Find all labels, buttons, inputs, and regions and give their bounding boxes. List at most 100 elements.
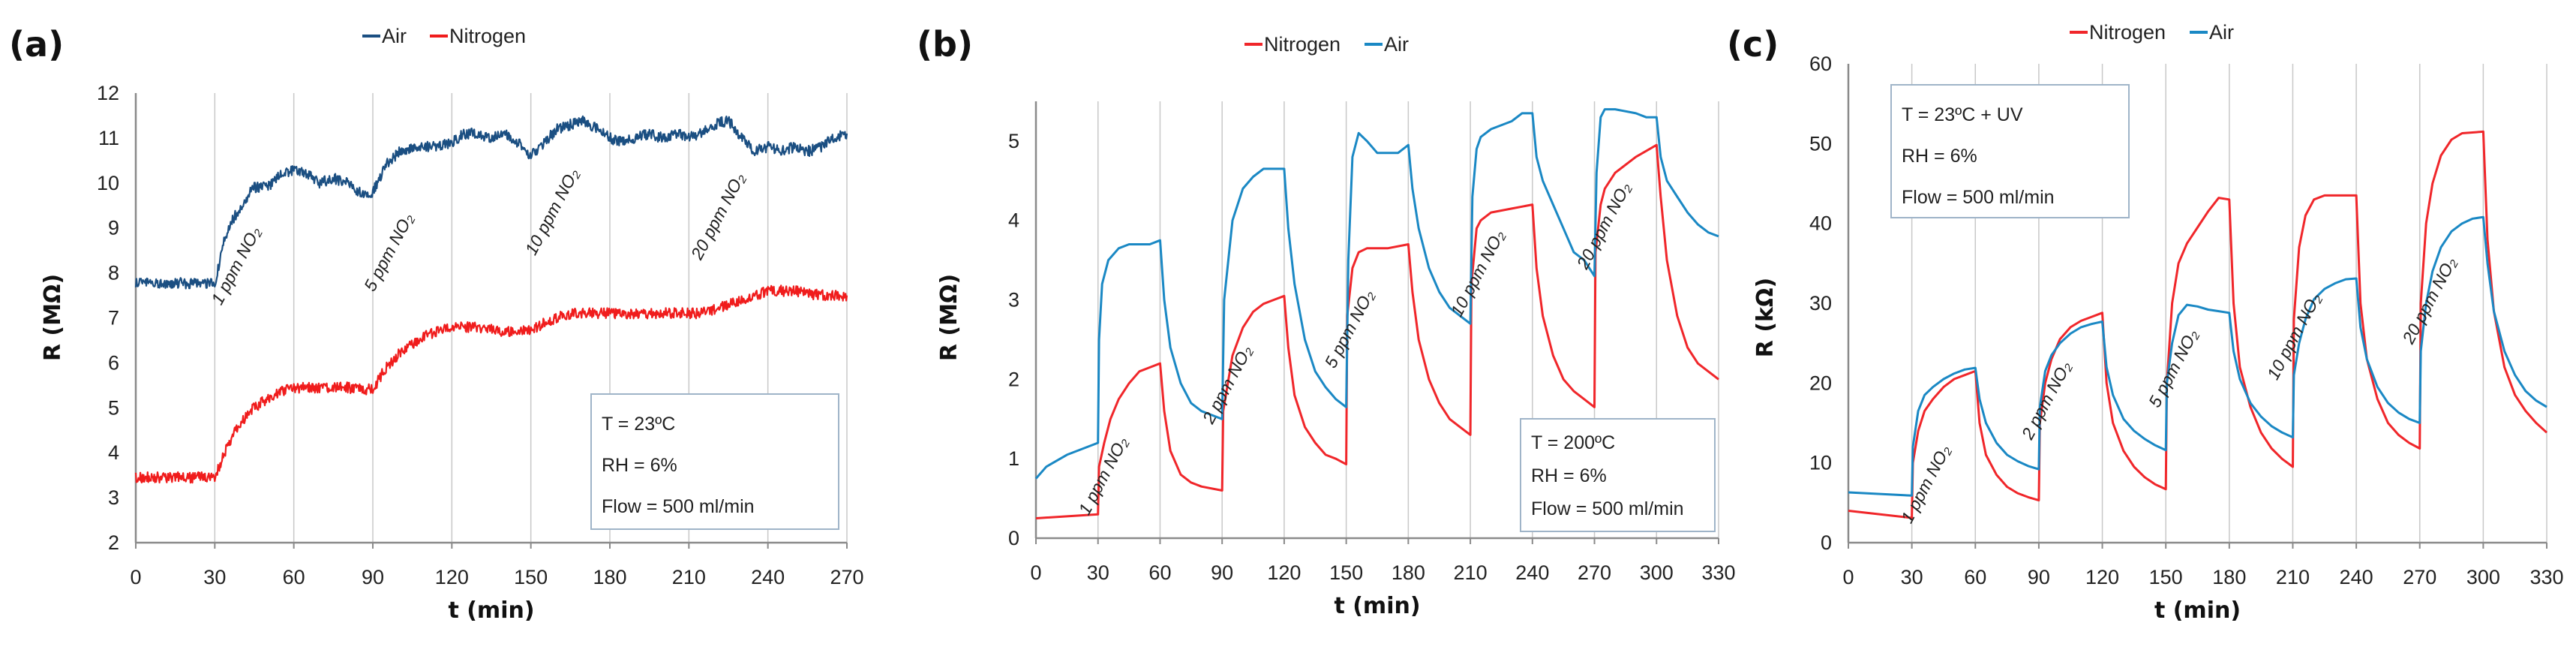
series-line-nitrogen xyxy=(1035,143,1719,519)
annotation-label: 1 ppm NO₂ xyxy=(207,223,264,308)
y-tick-label: 9 xyxy=(108,217,119,239)
annotation-label: 5 ppm NO₂ xyxy=(360,209,417,294)
panel-label: (a) xyxy=(9,24,64,65)
x-tick-label: 120 xyxy=(2085,566,2119,588)
info-box-line: T = 23ºC xyxy=(602,414,675,435)
annotation-label: 2 ppm NO₂ xyxy=(1198,342,1256,428)
legend-label-air: Air xyxy=(382,25,407,47)
series-line-nitrogen xyxy=(1848,130,2548,519)
y-tick-label: 5 xyxy=(108,396,119,419)
y-tick-label: 10 xyxy=(1809,452,1832,474)
info-box-line: RH = 6% xyxy=(1902,146,1977,167)
y-tick-label: 3 xyxy=(1008,289,1019,311)
x-tick-label: 210 xyxy=(2276,566,2310,588)
info-box-line: Flow = 500 ml/min xyxy=(602,496,755,517)
x-axis-title: t (min) xyxy=(1334,593,1420,619)
x-tick-label: 90 xyxy=(362,566,384,588)
x-tick-label: 270 xyxy=(830,566,863,588)
x-tick-label: 270 xyxy=(1578,561,1611,584)
x-tick-label: 90 xyxy=(2028,566,2050,588)
y-tick-label: 10 xyxy=(97,172,119,194)
y-tick-label: 1 xyxy=(1008,447,1019,470)
info-box-line: T = 200ºC xyxy=(1531,432,1615,453)
x-tick-label: 300 xyxy=(1640,561,1674,584)
x-tick-label: 180 xyxy=(2212,566,2246,588)
annotation-label: 20 ppm NO₂ xyxy=(686,170,749,263)
series-line-nitrogen xyxy=(134,284,848,484)
y-tick-label: 4 xyxy=(1008,209,1019,232)
x-tick-label: 120 xyxy=(1267,561,1301,584)
annotation-label: 10 ppm NO₂ xyxy=(1446,227,1508,320)
panel-a: 0 30 60 90 120 150 180 210 240 270 2 3 4 5 6 7 8 9 10 11 12 t… xyxy=(9,24,864,624)
y-tick-label: 0 xyxy=(1821,531,1832,554)
legend-label-air: Air xyxy=(1384,33,1409,56)
x-tick-label: 240 xyxy=(2340,566,2373,588)
annotation-label: 1 ppm NO₂ xyxy=(1897,441,1954,526)
x-tick-label: 60 xyxy=(283,566,305,588)
x-tick-label: 90 xyxy=(1211,561,1233,584)
y-tick-label: 4 xyxy=(108,441,119,464)
x-tick-label: 30 xyxy=(203,566,226,588)
y-tick-label: 12 xyxy=(97,82,119,104)
y-tick-label: 30 xyxy=(1809,292,1832,314)
y-axis-title: R (MΩ) xyxy=(40,274,66,361)
annotation-label: 20 ppm NO₂ xyxy=(2398,254,2460,348)
x-tick-label: 270 xyxy=(2403,566,2436,588)
y-tick-label: 60 xyxy=(1809,53,1832,75)
info-box-line: RH = 6% xyxy=(1531,465,1607,486)
series-line-air xyxy=(134,115,848,290)
x-tick-label: 0 xyxy=(1842,566,1854,588)
panel-b: 0 30 60 90 120 150 180 210 240 270 300 330 0 1 2 3 4 5 t (… xyxy=(917,24,1736,619)
info-box-line: Flow = 500 ml/min xyxy=(1531,498,1684,519)
series-line-air xyxy=(1034,108,1719,480)
y-tick-label: 40 xyxy=(1809,212,1832,235)
x-tick-label: 210 xyxy=(1454,561,1488,584)
info-box-line: Flow = 500 ml/min xyxy=(1902,187,2055,208)
x-tick-label: 150 xyxy=(1329,561,1363,584)
series-line-air xyxy=(1848,215,2547,497)
info-box xyxy=(590,393,839,530)
y-tick-label: 5 xyxy=(1008,130,1019,152)
y-tick-label: 8 xyxy=(108,262,119,284)
x-axis-title: t (min) xyxy=(2154,597,2241,624)
legend-label-nitrogen: Nitrogen xyxy=(1264,33,1341,56)
y-tick-label: 2 xyxy=(1008,368,1019,390)
y-axis-title: R (MΩ) xyxy=(936,274,962,361)
y-tick-label: 3 xyxy=(108,486,119,509)
info-box xyxy=(1520,418,1716,532)
x-tick-label: 30 xyxy=(1087,561,1109,584)
x-tick-label: 330 xyxy=(2529,566,2563,588)
x-tick-label: 180 xyxy=(593,566,626,588)
y-tick-label: 7 xyxy=(108,307,119,330)
x-tick-label: 30 xyxy=(1901,566,1923,588)
x-tick-label: 330 xyxy=(1701,561,1735,584)
x-tick-label: 180 xyxy=(1392,561,1425,584)
x-tick-label: 120 xyxy=(435,566,469,588)
legend-label-air: Air xyxy=(2209,21,2234,44)
x-tick-label: 300 xyxy=(2466,566,2500,588)
legend-label-nitrogen: Nitrogen xyxy=(2089,21,2166,44)
y-tick-label: 6 xyxy=(108,351,119,374)
x-tick-label: 240 xyxy=(1515,561,1549,584)
legend-label-nitrogen: Nitrogen xyxy=(449,25,526,47)
x-tick-label: 60 xyxy=(1148,561,1171,584)
panel-label: (c) xyxy=(1727,24,1779,65)
panel-label: (b) xyxy=(917,24,973,65)
x-axis-title: t (min) xyxy=(448,597,534,624)
x-tick-label: 150 xyxy=(514,566,548,588)
x-tick-label: 0 xyxy=(130,566,141,588)
y-tick-label: 2 xyxy=(108,531,119,554)
panel-c: 0 30 60 90 120 150 180 210 240 270 300 330 0 10 20 30 40… xyxy=(1727,21,2564,624)
y-tick-label: 20 xyxy=(1809,372,1832,394)
x-tick-label: 60 xyxy=(1964,566,1986,588)
info-box xyxy=(1890,84,2130,218)
y-tick-label: 50 xyxy=(1809,132,1832,155)
x-tick-label: 240 xyxy=(751,566,785,588)
y-axis-title: R (kΩ) xyxy=(1752,278,1779,357)
x-tick-label: 0 xyxy=(1030,561,1041,584)
info-box-line: T = 23ºC + UV xyxy=(1902,104,2023,125)
y-tick-label: 0 xyxy=(1008,527,1019,549)
x-tick-label: 210 xyxy=(672,566,706,588)
x-tick-label: 150 xyxy=(2149,566,2183,588)
